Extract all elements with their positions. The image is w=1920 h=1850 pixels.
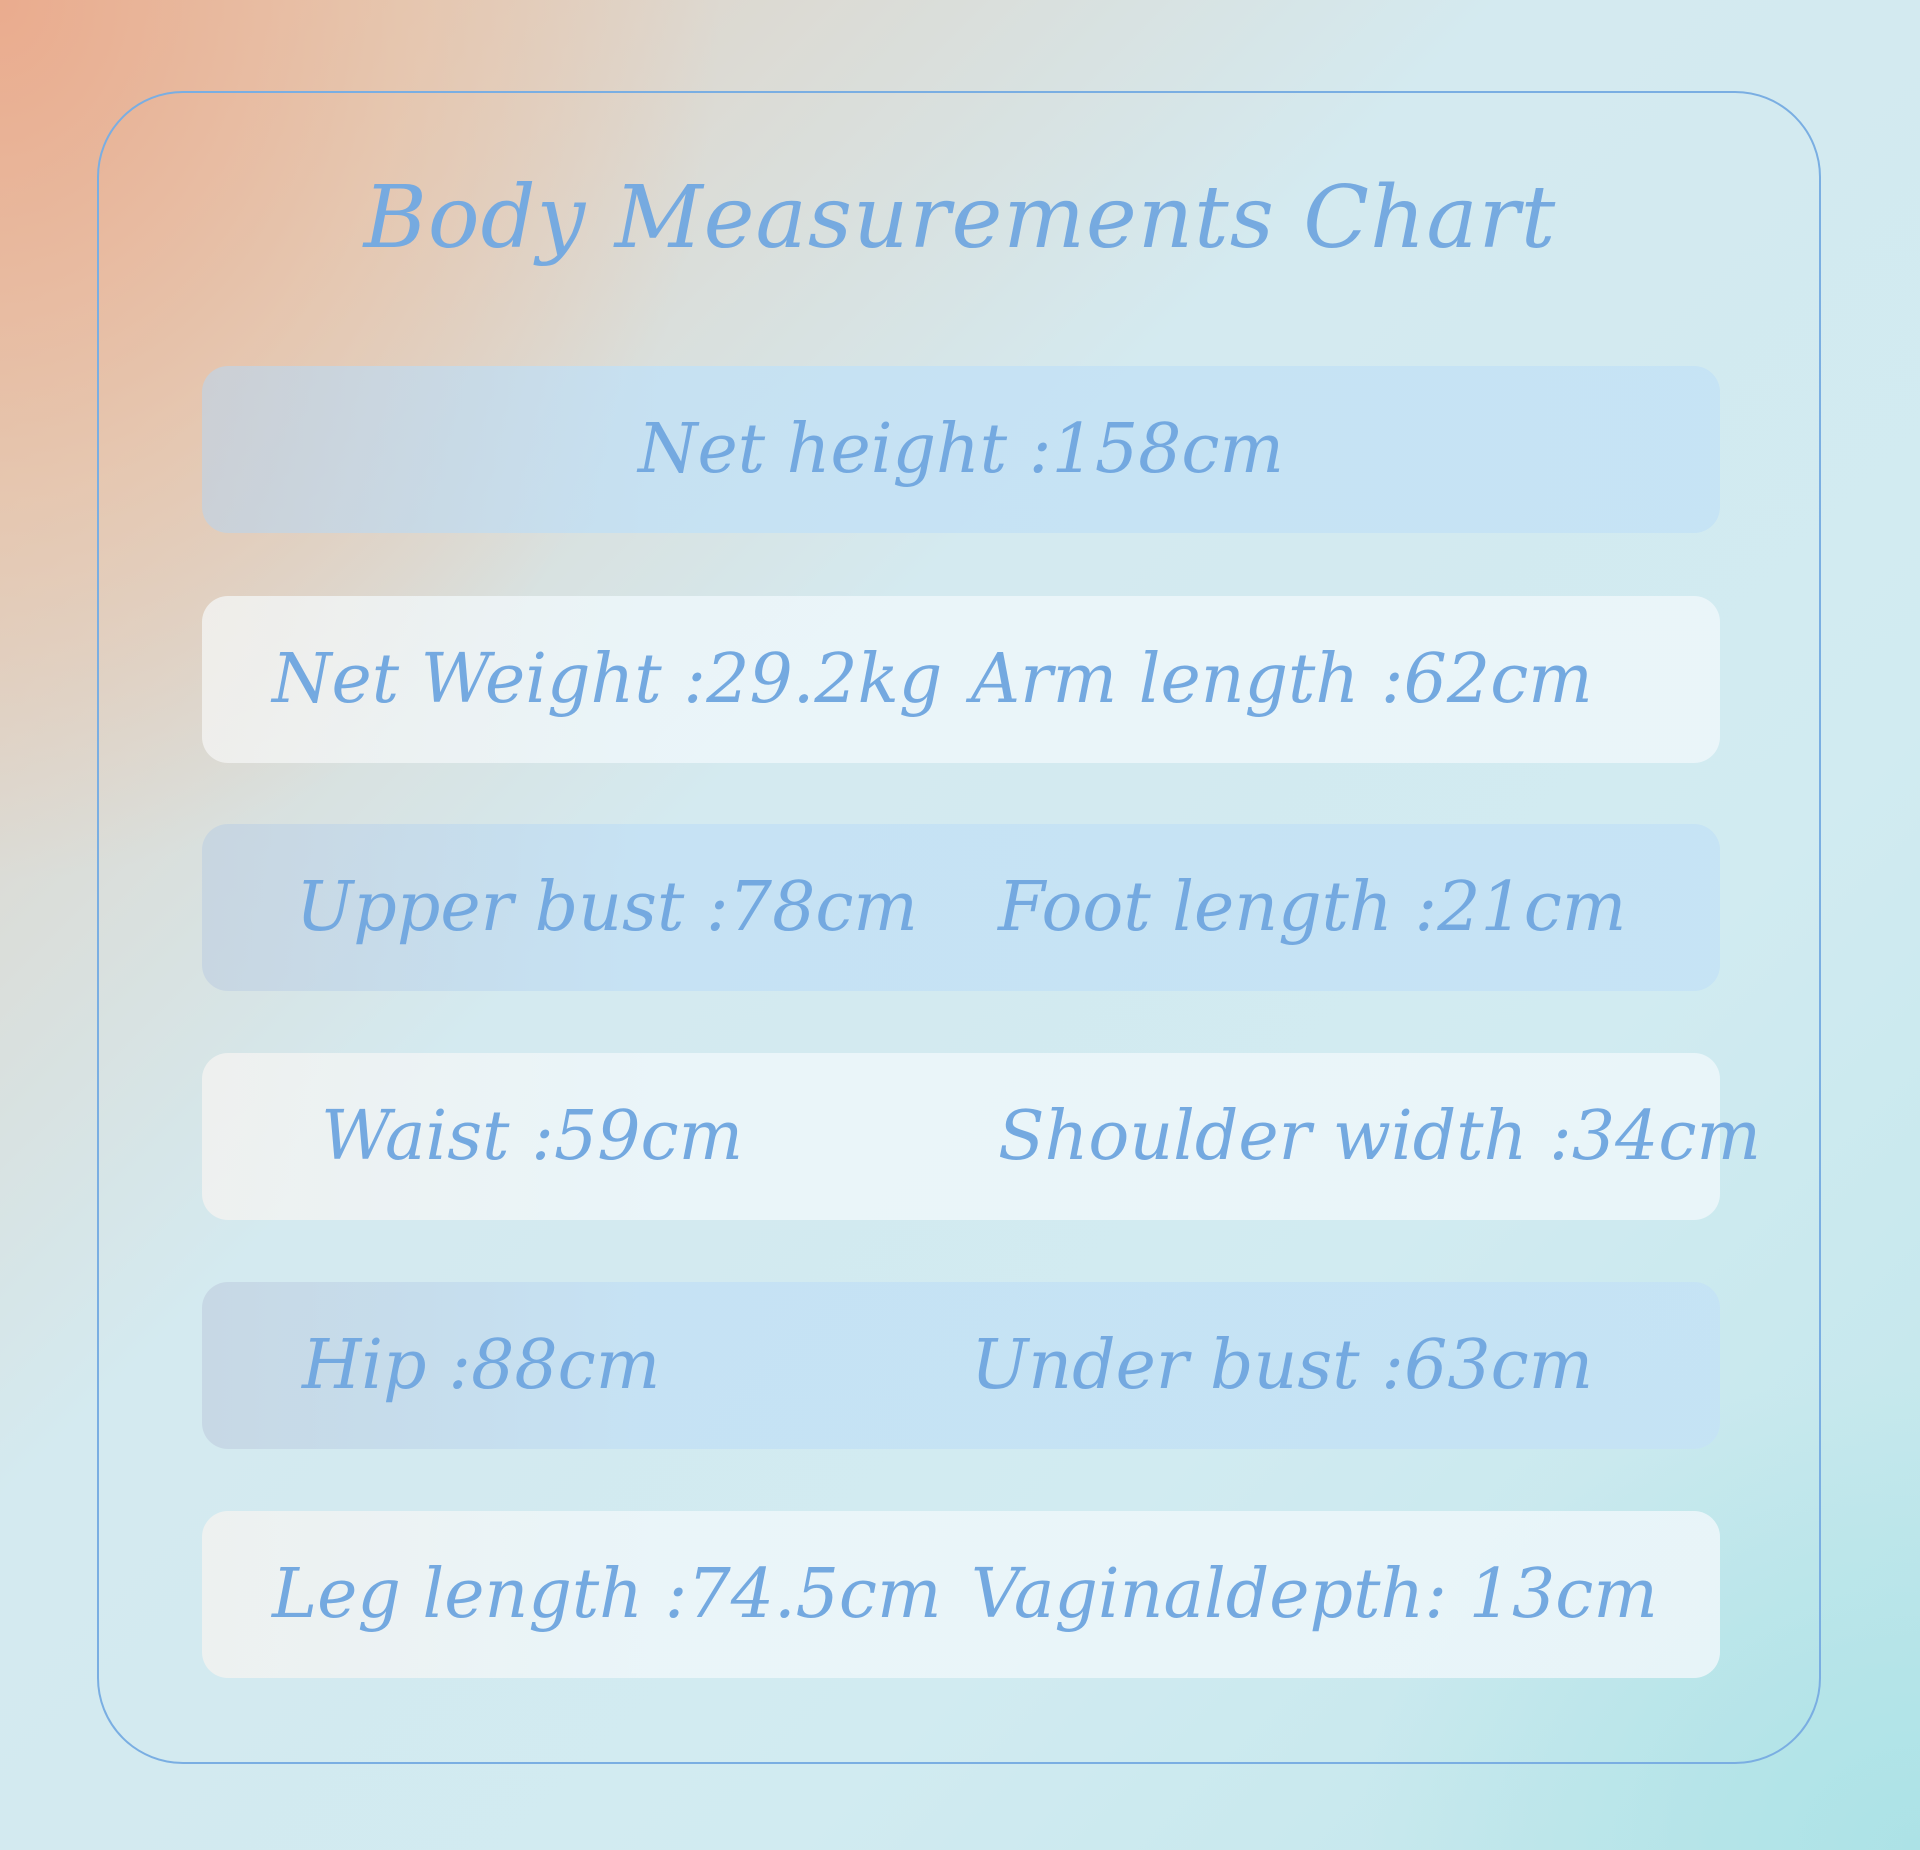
hip: Hip :88cm — [302, 1326, 661, 1405]
under-bust: Under bust :63cm — [971, 1326, 1594, 1405]
shoulder-width: Shoulder width :34cm — [998, 1097, 1761, 1176]
net-height: Net height :158cm — [638, 410, 1284, 489]
chart-frame — [97, 91, 1821, 1764]
measurement-row: Net Weight :29.2kg Arm length :62cm — [202, 596, 1720, 763]
measurement-row: Upper bust :78cm Foot length :21cm — [202, 824, 1720, 991]
waist: Waist :59cm — [321, 1097, 744, 1176]
measurement-row: Hip :88cm Under bust :63cm — [202, 1282, 1720, 1449]
page-title: Body Measurements Chart — [363, 168, 1557, 268]
foot-length: Foot length :21cm — [998, 868, 1627, 947]
vaginal-depth: Vaginaldepth: 13cm — [971, 1555, 1658, 1634]
measurement-row: Net height :158cm — [202, 366, 1720, 533]
measurement-row: Leg length :74.5cm Vaginaldepth: 13cm — [202, 1511, 1720, 1678]
measurement-row: Waist :59cm Shoulder width :34cm — [202, 1053, 1761, 1220]
leg-length: Leg length :74.5cm — [272, 1555, 942, 1634]
arm-length: Arm length :62cm — [971, 640, 1593, 719]
upper-bust: Upper bust :78cm — [296, 868, 918, 947]
net-weight: Net Weight :29.2kg — [272, 640, 943, 719]
